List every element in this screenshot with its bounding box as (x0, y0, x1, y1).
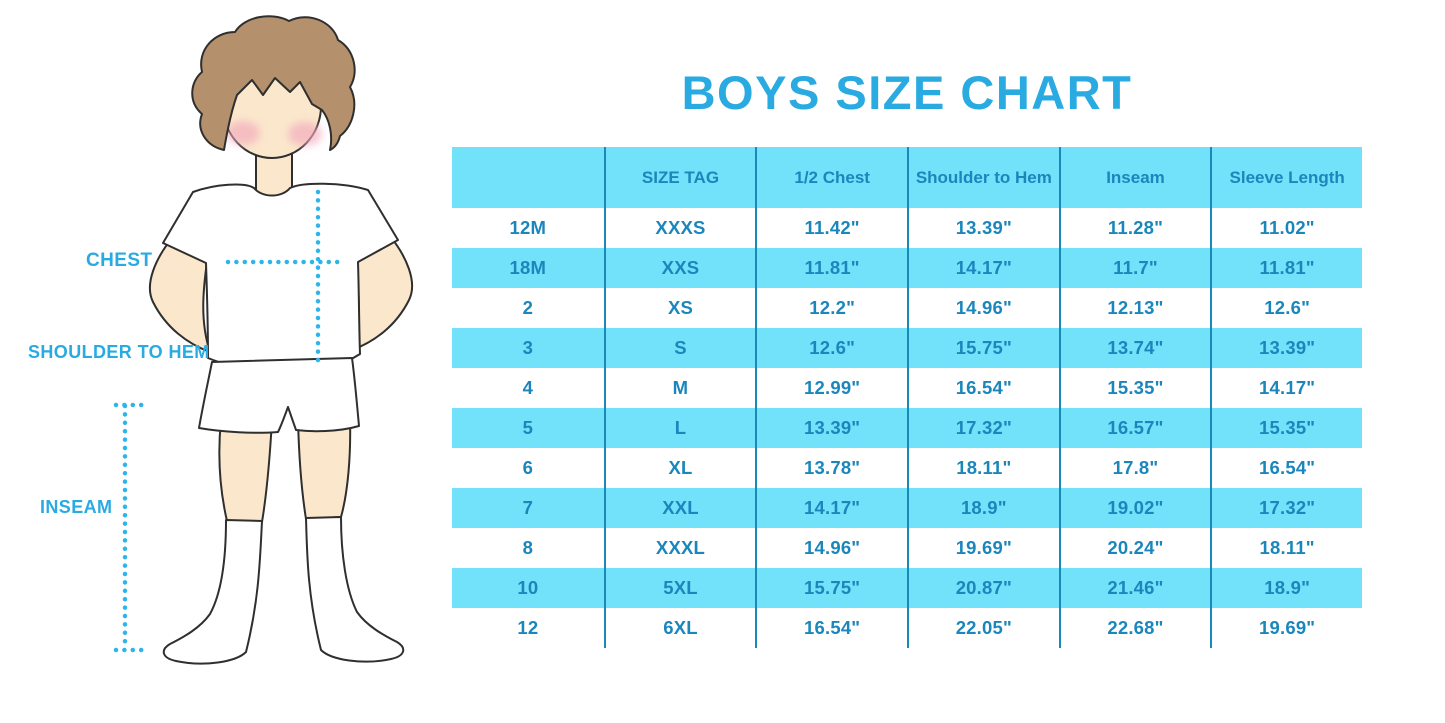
size-cell: 17.8" (1058, 448, 1211, 488)
size-row-label: 18M (452, 248, 604, 288)
size-cell: 14.17" (907, 248, 1059, 288)
size-cell: 6XL (603, 608, 756, 648)
column-header-5: Sleeve Length (1210, 147, 1362, 208)
size-row-label: 12M (509, 217, 547, 238)
size-row-label: 8 (522, 537, 534, 558)
size-row-label: 5 (452, 408, 604, 448)
size-cell: L (603, 408, 756, 448)
size-cell: 14.17" (1210, 368, 1362, 408)
size-cell: 16.54" (1210, 448, 1362, 488)
size-cell: 15.75" (907, 328, 1059, 368)
size-cell: 11.42" (755, 208, 907, 248)
size-cell: 11.02" (1210, 208, 1362, 248)
size-cell: 11.7" (1058, 248, 1211, 288)
size-row-label: 6 (522, 457, 534, 478)
boy-shorts (198, 357, 360, 434)
size-cell: 5XL (603, 568, 756, 608)
size-cell: S (603, 328, 756, 368)
size-cell: 16.54" (907, 368, 1059, 408)
size-cell: 20.24" (1058, 528, 1211, 568)
size-cell: XXXL (603, 528, 756, 568)
size-cell: 12.13" (1058, 288, 1211, 328)
size-cell: 13.39" (1210, 328, 1362, 368)
size-cell: 12.6" (1210, 288, 1362, 328)
boy-arm-left (148, 237, 211, 353)
size-cell: 17.32" (1210, 488, 1362, 528)
size-cell: M (603, 368, 756, 408)
size-row-label: 4 (522, 377, 534, 398)
boy-figure-drawing (113, 15, 414, 665)
size-row-label: 2 (522, 297, 534, 318)
size-cell: 12.6" (755, 328, 907, 368)
shoulder-to-hem-measure-label: SHOULDER TO HEM (28, 342, 210, 362)
size-cell: 18.9" (907, 488, 1059, 528)
boy-tshirt (162, 182, 399, 375)
size-cell: 11.81" (755, 248, 907, 288)
boy-illustration: CHEST SHOULDER TO HEM INSEAM (0, 0, 452, 723)
size-cell: 14.17" (755, 488, 907, 528)
boy-blush-right (288, 122, 322, 146)
size-cell: 13.74" (1058, 328, 1211, 368)
boy-leg-left (218, 419, 274, 524)
size-cell: 15.35" (1058, 368, 1211, 408)
size-cell: 16.57" (1058, 408, 1211, 448)
size-cell: 19.02" (1058, 488, 1211, 528)
column-header-0 (452, 147, 604, 208)
size-cell: 14.96" (755, 528, 907, 568)
size-cell: 13.39" (907, 208, 1059, 248)
boy-leg-right (296, 416, 352, 521)
size-cell: 13.39" (755, 408, 907, 448)
size-cell: 11.28" (1058, 208, 1211, 248)
size-row-label: 12 (517, 617, 539, 638)
size-cell: 14.96" (907, 288, 1059, 328)
size-table: SIZE TAG 1/2 Chest Shoulder to Hem Inseam Sl… (452, 147, 1362, 648)
boy-sock-left (162, 519, 263, 665)
size-cell: XL (603, 448, 756, 488)
boy-blush-left (226, 121, 260, 145)
column-header-1: SIZE TAG (603, 147, 756, 208)
size-cell: XS (603, 288, 756, 328)
size-cell: 12.2" (755, 288, 907, 328)
size-row-label: 10 (452, 568, 604, 608)
size-cell: 18.9" (1210, 568, 1362, 608)
size-cell: 18.11" (1210, 528, 1362, 568)
size-cell: 21.46" (1058, 568, 1211, 608)
inseam-measure-label: INSEAM (40, 497, 113, 517)
size-cell: 20.87" (907, 568, 1059, 608)
size-cell: 22.05" (907, 608, 1059, 648)
size-cell: 11.81" (1210, 248, 1362, 288)
size-cell: 18.11" (907, 448, 1059, 488)
size-cell: 22.68" (1058, 608, 1211, 648)
size-cell: 15.35" (1210, 408, 1362, 448)
size-cell: 17.32" (907, 408, 1059, 448)
column-header-4: Inseam (1058, 147, 1211, 208)
size-cell: XXS (603, 248, 756, 288)
chest-measure-label: CHEST (86, 250, 153, 271)
size-row-label: 3 (452, 328, 604, 368)
size-cell: 15.75" (755, 568, 907, 608)
column-header-2: 1/2 Chest (755, 147, 907, 208)
size-cell: 19.69" (907, 528, 1059, 568)
page-title: BOYS SIZE CHART (681, 66, 1133, 120)
size-cell: 16.54" (755, 608, 907, 648)
size-cell: XXXS (603, 208, 756, 248)
size-cell: 12.99" (755, 368, 907, 408)
size-cell: 13.78" (755, 448, 907, 488)
column-header-3: Shoulder to Hem (907, 147, 1059, 208)
boy-hair (191, 15, 356, 151)
boy-sock-right (305, 516, 405, 663)
size-row-label: 7 (452, 488, 604, 528)
size-cell: 19.69" (1210, 608, 1362, 648)
size-cell: XXL (603, 488, 756, 528)
